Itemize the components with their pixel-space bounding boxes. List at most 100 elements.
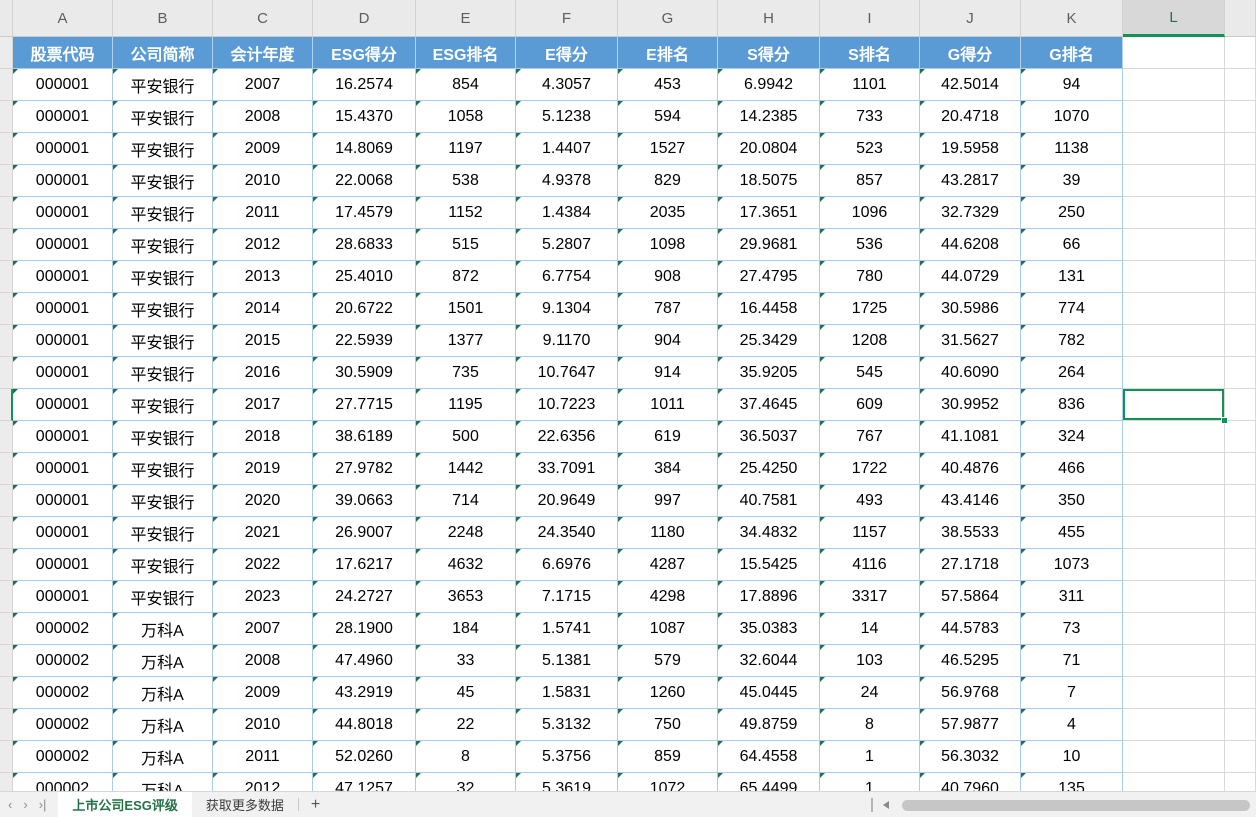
cell[interactable]: 904 xyxy=(618,325,718,357)
cell[interactable]: 4.9378 xyxy=(516,165,618,197)
cell[interactable]: 2008 xyxy=(213,645,313,677)
cell[interactable] xyxy=(1123,741,1225,773)
cell[interactable]: 2021 xyxy=(213,517,313,549)
row-header[interactable] xyxy=(0,165,13,197)
cell[interactable]: 000001 xyxy=(13,133,113,165)
cell[interactable]: 2009 xyxy=(213,677,313,709)
cell[interactable]: 15.5425 xyxy=(718,549,820,581)
column-header-A[interactable]: A xyxy=(13,0,113,37)
cell[interactable]: 000002 xyxy=(13,709,113,741)
cell[interactable]: 41.1081 xyxy=(920,421,1021,453)
cell[interactable]: 7.1715 xyxy=(516,581,618,613)
cell[interactable]: 854 xyxy=(416,69,516,101)
cell[interactable]: 000001 xyxy=(13,421,113,453)
cell[interactable]: 平安银行 xyxy=(113,293,213,325)
cell[interactable]: 857 xyxy=(820,165,920,197)
cell[interactable]: 平安银行 xyxy=(113,453,213,485)
table-header-cell[interactable]: 股票代码 xyxy=(13,37,113,69)
cell[interactable]: 1725 xyxy=(820,293,920,325)
cell[interactable]: 平安银行 xyxy=(113,325,213,357)
cell[interactable]: 1138 xyxy=(1021,133,1123,165)
cell[interactable]: 14 xyxy=(820,613,920,645)
cell[interactable]: 1722 xyxy=(820,453,920,485)
cell[interactable]: 22.6356 xyxy=(516,421,618,453)
cell[interactable] xyxy=(1123,133,1225,165)
cell[interactable]: 1501 xyxy=(416,293,516,325)
cell[interactable]: 5.3756 xyxy=(516,741,618,773)
cell[interactable]: 2019 xyxy=(213,453,313,485)
cell[interactable]: 3317 xyxy=(820,581,920,613)
cell[interactable]: 2248 xyxy=(416,517,516,549)
cell[interactable]: 2011 xyxy=(213,197,313,229)
cell[interactable] xyxy=(1225,709,1256,741)
cell[interactable]: 65.4499 xyxy=(718,773,820,791)
cell[interactable]: 714 xyxy=(416,485,516,517)
cell[interactable]: 17.8896 xyxy=(718,581,820,613)
cell[interactable]: 384 xyxy=(618,453,718,485)
cell[interactable]: 71 xyxy=(1021,645,1123,677)
cell[interactable]: 536 xyxy=(820,229,920,261)
cell[interactable]: 32 xyxy=(416,773,516,791)
cell[interactable]: 2012 xyxy=(213,773,313,791)
row-header[interactable] xyxy=(0,613,13,645)
cell[interactable]: 836 xyxy=(1021,389,1123,421)
cell[interactable]: 000001 xyxy=(13,101,113,133)
row-header[interactable] xyxy=(0,581,13,613)
table-header-cell[interactable]: S得分 xyxy=(718,37,820,69)
cell[interactable]: 35.9205 xyxy=(718,357,820,389)
cell[interactable]: 6.7754 xyxy=(516,261,618,293)
cell[interactable] xyxy=(1123,581,1225,613)
cell[interactable]: 30.5986 xyxy=(920,293,1021,325)
cell[interactable]: 184 xyxy=(416,613,516,645)
cell[interactable]: 594 xyxy=(618,101,718,133)
table-header-cell[interactable]: ESG得分 xyxy=(313,37,416,69)
cell[interactable]: 000001 xyxy=(13,293,113,325)
cell[interactable]: 311 xyxy=(1021,581,1123,613)
column-header-B[interactable]: B xyxy=(113,0,213,37)
cell[interactable]: 17.6217 xyxy=(313,549,416,581)
cell[interactable]: 平安银行 xyxy=(113,389,213,421)
cell[interactable]: 9.1170 xyxy=(516,325,618,357)
cell[interactable]: 2011 xyxy=(213,741,313,773)
add-sheet-button[interactable]: + xyxy=(299,792,332,817)
cell[interactable]: 40.4876 xyxy=(920,453,1021,485)
row-header[interactable] xyxy=(0,645,13,677)
cell[interactable]: 2008 xyxy=(213,101,313,133)
cell[interactable] xyxy=(1123,773,1225,791)
row-header[interactable] xyxy=(0,677,13,709)
cell[interactable]: 平安银行 xyxy=(113,581,213,613)
table-header-cell[interactable]: E排名 xyxy=(618,37,718,69)
cell[interactable] xyxy=(1225,453,1256,485)
cell[interactable] xyxy=(1225,613,1256,645)
cell[interactable]: 1195 xyxy=(416,389,516,421)
row-header[interactable] xyxy=(0,549,13,581)
cell[interactable]: 4 xyxy=(1021,709,1123,741)
cell[interactable] xyxy=(1123,549,1225,581)
cell[interactable]: 2018 xyxy=(213,421,313,453)
cell-M1[interactable] xyxy=(1225,37,1256,69)
cell[interactable]: 774 xyxy=(1021,293,1123,325)
cell[interactable]: 40.7581 xyxy=(718,485,820,517)
cell[interactable]: 000002 xyxy=(13,677,113,709)
cell[interactable]: 4632 xyxy=(416,549,516,581)
row-header[interactable] xyxy=(0,133,13,165)
cell[interactable]: 000001 xyxy=(13,197,113,229)
cell[interactable]: 131 xyxy=(1021,261,1123,293)
cell[interactable]: 4287 xyxy=(618,549,718,581)
cell[interactable]: 万科A xyxy=(113,677,213,709)
cell[interactable]: 平安银行 xyxy=(113,485,213,517)
cell[interactable]: 30.9952 xyxy=(920,389,1021,421)
cell[interactable] xyxy=(1123,101,1225,133)
sheet-tab-esg-rating[interactable]: 上市公司ESG评级 xyxy=(58,792,192,817)
cell[interactable]: 万科A xyxy=(113,645,213,677)
cell[interactable]: 66 xyxy=(1021,229,1123,261)
row-header[interactable] xyxy=(0,197,13,229)
cell[interactable]: 10.7223 xyxy=(516,389,618,421)
cell[interactable]: 3653 xyxy=(416,581,516,613)
cell[interactable]: 500 xyxy=(416,421,516,453)
cell[interactable]: 万科A xyxy=(113,773,213,791)
cell[interactable]: 29.9681 xyxy=(718,229,820,261)
cell[interactable]: 16.2574 xyxy=(313,69,416,101)
cell[interactable] xyxy=(1225,421,1256,453)
column-header-C[interactable]: C xyxy=(213,0,313,37)
